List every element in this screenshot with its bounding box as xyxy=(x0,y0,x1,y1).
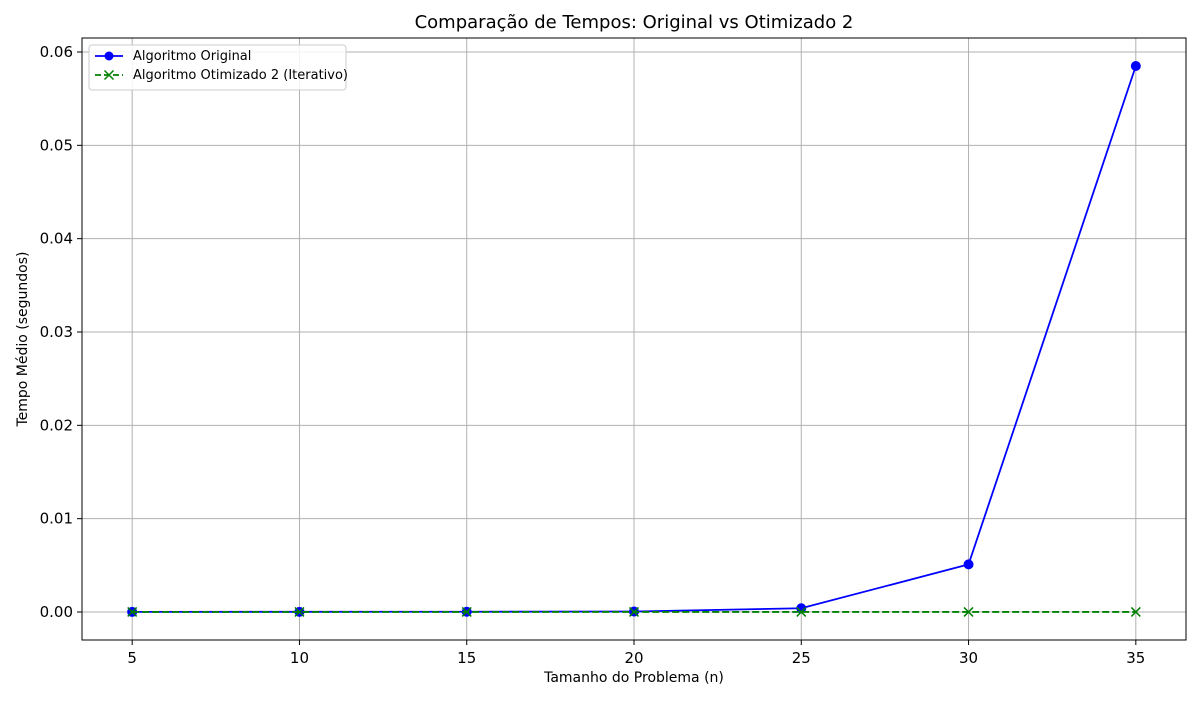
series-lines xyxy=(127,61,1141,617)
legend-label-algoritmo-otimizado-2: Algoritmo Otimizado 2 (Iterativo) xyxy=(133,68,348,83)
legend-box xyxy=(88,44,347,91)
data-point-algoritmo-otimizado-2 xyxy=(461,606,472,617)
y-tick-label: 0.04 xyxy=(40,230,73,248)
x-tick-label: 35 xyxy=(1126,649,1145,667)
y-tick-label: 0.01 xyxy=(40,510,73,528)
data-point-algoritmo-otimizado-2 xyxy=(963,606,974,617)
grid-lines xyxy=(82,38,1186,640)
legend-marker-algoritmo-original xyxy=(104,51,114,61)
x-marker-stroke xyxy=(461,606,472,617)
y-tick-label: 0.06 xyxy=(40,43,73,61)
x-tick-label: 25 xyxy=(792,649,811,667)
data-point-algoritmo-otimizado-2 xyxy=(796,606,807,617)
data-point-algoritmo-original xyxy=(1130,61,1141,71)
legend-label-algoritmo-original: Algoritmo Original xyxy=(133,49,251,64)
x-marker-stroke xyxy=(963,606,974,617)
data-point-algoritmo-original xyxy=(963,559,974,570)
data-point-algoritmo-otimizado-2 xyxy=(294,606,305,617)
x-marker-stroke xyxy=(1130,606,1141,617)
data-point-algoritmo-otimizado-2 xyxy=(127,606,138,617)
x-marker-stroke xyxy=(127,606,138,617)
x-tick-label: 20 xyxy=(624,649,643,667)
x-marker-stroke xyxy=(628,606,640,617)
x-marker-stroke xyxy=(103,69,115,81)
y-tick-label: 0.05 xyxy=(40,136,73,154)
x-tick-label: 5 xyxy=(127,649,137,667)
x-tick-label: 10 xyxy=(290,649,309,667)
y-tick-label: 0.00 xyxy=(40,603,73,621)
axis-ticks: 5 10 15 20 25 30 35 0.00 0.01 0.02 0.03 0.04 0.05 0.0… xyxy=(40,43,1146,667)
y-tick-label: 0.02 xyxy=(40,416,73,434)
x-marker-stroke xyxy=(796,606,807,617)
legend: Algoritmo Original Algoritmo Otimizado 2… xyxy=(88,44,348,91)
y-axis-label: Tempo Médio (segundos) xyxy=(15,251,31,427)
x-tick-label: 15 xyxy=(457,649,476,667)
x-tick-label: 30 xyxy=(959,649,978,667)
chart-title: Comparação de Tempos: Original vs Otimiz… xyxy=(415,12,854,33)
y-tick-label: 0.03 xyxy=(40,323,73,341)
x-marker-stroke xyxy=(294,606,305,617)
legend-marker-algoritmo-otimizado-2 xyxy=(103,69,115,81)
data-point-algoritmo-otimizado-2 xyxy=(628,606,640,617)
data-point-algoritmo-otimizado-2 xyxy=(1130,606,1141,617)
x-axis-label: Tamanho do Problema (n) xyxy=(543,670,724,686)
